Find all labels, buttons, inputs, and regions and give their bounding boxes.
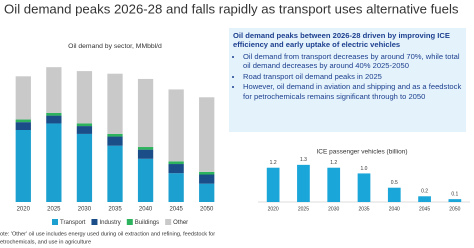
bar <box>448 199 462 202</box>
bar-segment <box>199 174 215 184</box>
slide-title: Oil demand peaks 2026-28 and falls rapid… <box>4 1 459 16</box>
bar-segment <box>137 147 154 150</box>
x-tick-label: 2025 <box>47 207 61 213</box>
bar-segment <box>15 122 31 130</box>
bar-segment <box>76 71 93 124</box>
x-tick-label: 2040 <box>139 207 153 213</box>
x-tick-label: 2035 <box>358 206 369 212</box>
bar-segment <box>107 145 123 202</box>
bar <box>357 173 371 202</box>
bar-segment <box>76 133 93 202</box>
legend-swatch <box>52 219 58 225</box>
bar-segment <box>76 123 93 127</box>
value-label: 0.5 <box>391 180 398 186</box>
bar <box>327 167 341 202</box>
legend-label: Buildings <box>135 220 159 226</box>
value-label: 0.2 <box>421 189 428 195</box>
bar-segment <box>168 89 184 162</box>
value-label: 0.1 <box>451 191 458 197</box>
value-label: 1.0 <box>361 166 368 172</box>
bullet: Road transport oil demand peaks in 2025 <box>243 72 462 81</box>
footnote: etrochemicals, and use in agriculture <box>0 239 91 245</box>
bar-segment <box>199 97 215 172</box>
value-label: 1.2 <box>270 160 277 166</box>
x-tick-label: 2030 <box>78 207 92 213</box>
bar-segment <box>137 158 154 202</box>
bullet: Oil demand from transport decreases by a… <box>243 52 462 71</box>
value-label: 1.2 <box>330 160 337 166</box>
bar-segment <box>137 78 154 148</box>
bar-segment <box>46 123 62 202</box>
legend-label: Industry <box>99 220 120 226</box>
bar-segment <box>199 183 215 202</box>
bar-segment <box>46 67 62 113</box>
bullet: However, oil demand in aviation and ship… <box>243 82 462 101</box>
bar <box>266 167 280 202</box>
x-tick-label: 2035 <box>108 207 122 213</box>
bar-segment <box>15 76 31 120</box>
x-tick-label: 2020 <box>17 207 31 213</box>
legend-swatch <box>165 219 172 225</box>
legend-label: Other <box>173 220 188 226</box>
x-tick-label: 2050 <box>449 206 460 212</box>
x-tick-label: 2050 <box>200 207 214 213</box>
bar-segment <box>168 164 184 174</box>
x-tick-label: 2025 <box>298 206 309 212</box>
bar-segment <box>107 136 123 146</box>
x-tick-label: 2030 <box>328 206 339 212</box>
x-tick-label: 2020 <box>268 206 279 212</box>
legend-swatch <box>126 219 133 225</box>
x-tick-label: 2045 <box>419 206 430 212</box>
bar-segment <box>15 119 31 123</box>
bar-segment <box>199 171 215 175</box>
legend-label: Transport <box>60 220 86 226</box>
bar-segment <box>107 133 123 137</box>
x-tick-label: 2045 <box>169 207 183 213</box>
bar-segment <box>168 161 184 165</box>
legend-swatch <box>91 219 98 225</box>
bar-segment <box>107 73 123 134</box>
bar <box>297 164 310 202</box>
bar-segment <box>46 115 62 124</box>
bullet-list: Oil demand from transport decreases by a… <box>233 52 462 101</box>
bar-segment <box>15 130 31 202</box>
text-box: Oil demand peaks between 2026-28 driven … <box>229 28 466 132</box>
footnote: ote: 'Other' oil use includes energy use… <box>0 231 215 237</box>
text-heading: Oil demand peaks between 2026-28 driven … <box>233 31 450 50</box>
x-tick-label: 2040 <box>389 206 400 212</box>
chart-title: Oil demand by sector, MMbbl/d <box>68 43 162 50</box>
bar-segment <box>76 126 93 134</box>
bar <box>387 187 401 202</box>
bar-segment <box>137 149 154 159</box>
bar <box>418 196 431 202</box>
value-label: 1.3 <box>300 157 307 163</box>
chart-title: ICE passenger vehicles (billion) <box>316 149 407 156</box>
bar-segment <box>168 173 184 202</box>
bar-segment <box>46 112 62 116</box>
